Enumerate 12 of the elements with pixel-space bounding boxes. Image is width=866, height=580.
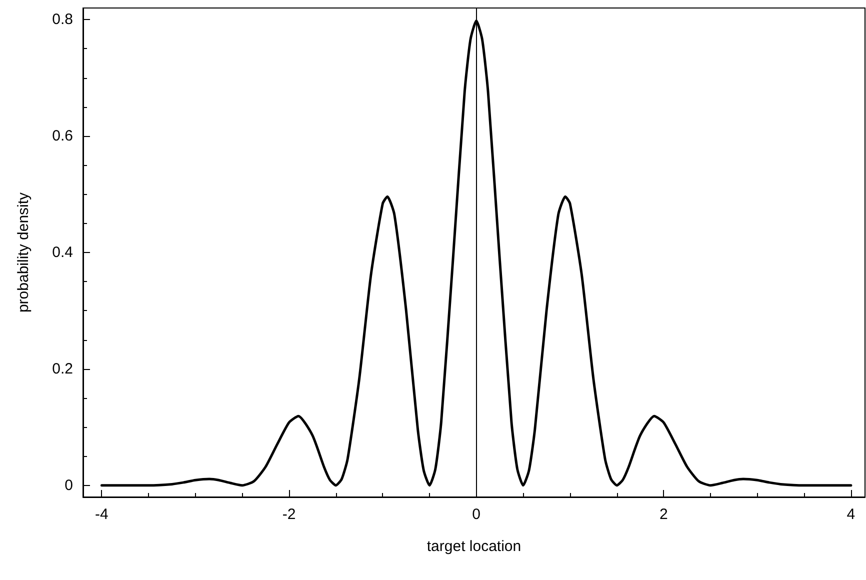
- x-tick-label: 4: [846, 506, 856, 523]
- y-tick-label: 0: [64, 476, 73, 494]
- x-axis-title: target location: [426, 538, 522, 555]
- x-tick-label: 2: [659, 506, 668, 523]
- y-tick-label: 0.2: [52, 360, 73, 378]
- y-axis-title: probability density: [15, 192, 32, 313]
- y-tick-label: 0.4: [52, 244, 73, 261]
- y-tick-label: 0.6: [52, 128, 73, 145]
- x-tick-label: 0: [472, 506, 481, 523]
- x-tick-label: -2: [282, 506, 296, 523]
- x-tick-label: -4: [95, 506, 108, 523]
- y-tick-label: 0.8: [52, 11, 73, 28]
